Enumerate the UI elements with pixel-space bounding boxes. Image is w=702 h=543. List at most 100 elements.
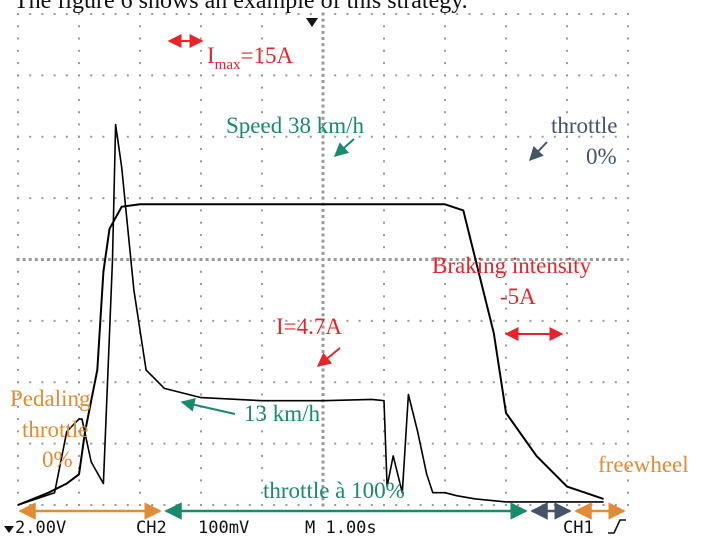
grid-dot	[541, 135, 544, 138]
grid-center-tick	[77, 258, 81, 261]
grid-center-tick	[321, 485, 325, 489]
grid-center-tick	[321, 264, 325, 268]
grid-dot	[456, 74, 459, 77]
grid-dot	[627, 356, 629, 359]
grid-dot	[187, 197, 190, 200]
grid-dot	[431, 504, 434, 506]
throttle-100-label: throttle à 100%	[263, 478, 405, 503]
grid-dot	[517, 319, 520, 322]
grid-dot	[529, 319, 532, 322]
grid-center-tick	[406, 258, 410, 261]
grid-dot	[541, 319, 544, 322]
grid-dot	[17, 184, 19, 187]
grid-dot	[370, 319, 373, 322]
grid-center-tick	[132, 258, 136, 261]
grid-center-tick	[321, 288, 325, 292]
grid-dot	[383, 283, 385, 286]
grid-dot	[151, 13, 154, 15]
grid-dot	[529, 381, 532, 384]
grid-dot	[139, 454, 141, 457]
throttle-0-value: 0%	[586, 144, 617, 169]
grid-center-tick	[467, 258, 471, 261]
grid-dot	[383, 393, 385, 396]
grid-dot	[261, 98, 263, 101]
grid-dot	[529, 197, 532, 200]
grid-dot	[383, 368, 385, 371]
grid-dot	[566, 13, 568, 15]
grid-center-tick	[321, 325, 325, 329]
grid-center-tick	[321, 129, 325, 133]
grid-dot	[139, 123, 141, 126]
grid-dot	[285, 381, 288, 384]
grid-dot	[200, 491, 202, 494]
grid-dot	[200, 307, 202, 310]
grid-dot	[492, 13, 495, 15]
grid-dot	[492, 381, 495, 384]
grid-center-tick	[547, 258, 551, 261]
grid-dot	[627, 418, 629, 421]
grid-dot	[78, 86, 80, 89]
grid-dot	[590, 13, 593, 15]
grid-center-tick	[394, 258, 398, 261]
grid-center-tick	[321, 405, 325, 409]
grid-dot	[383, 86, 385, 89]
grid-dot	[200, 111, 202, 114]
grid-center-tick	[321, 239, 325, 243]
grid-center-tick	[16, 258, 20, 261]
grid-dot	[139, 479, 141, 482]
grid-dot	[200, 479, 202, 482]
grid-dot	[383, 319, 385, 322]
grid-dot	[627, 233, 629, 236]
grid-center-tick	[211, 258, 215, 261]
grid-dot	[297, 442, 300, 445]
grid-dot	[395, 442, 398, 445]
grid-center-tick	[321, 497, 325, 501]
grid-center-tick	[321, 337, 325, 341]
grid-center-tick	[553, 258, 557, 261]
grid-dot	[407, 381, 410, 384]
grid-dot	[444, 467, 446, 470]
grid-dot	[17, 74, 19, 77]
grid-dot	[444, 430, 446, 433]
grid-dot	[17, 270, 19, 273]
grid-dot	[285, 13, 288, 15]
grid-dot	[505, 98, 507, 101]
grid-dot	[78, 405, 80, 408]
grid-dot	[505, 148, 507, 151]
grid-dot	[273, 135, 276, 138]
grid-dot	[17, 13, 19, 15]
grid-center-tick	[321, 258, 325, 261]
grid-center-tick	[321, 411, 325, 415]
grid-center-tick	[602, 258, 606, 261]
grid-dot	[566, 49, 568, 52]
grid-dot	[383, 74, 385, 77]
grid-dot	[78, 270, 80, 273]
grid-dot	[78, 246, 80, 249]
grid-center-tick	[303, 258, 307, 261]
grid-dot	[566, 86, 568, 89]
grid-center-tick	[181, 258, 185, 261]
grid-dot	[590, 74, 593, 77]
grid-dot	[444, 344, 446, 347]
grid-dot	[78, 148, 80, 151]
grid-dot	[444, 49, 446, 52]
grid-dot	[78, 233, 80, 236]
grid-center-tick	[321, 343, 325, 347]
grid-dot	[139, 111, 141, 114]
grid-center-tick	[28, 258, 32, 261]
grid-dot	[200, 233, 202, 236]
grid-center-tick	[321, 460, 325, 464]
grid-dot	[285, 319, 288, 322]
grid-dot	[346, 442, 349, 445]
grid-dot	[17, 307, 19, 310]
grid-dot	[163, 504, 166, 506]
grid-dot	[309, 381, 312, 384]
grid-dot	[78, 209, 80, 212]
grid-center-tick	[492, 258, 496, 261]
grid-dot	[78, 49, 80, 52]
grid-dot	[248, 504, 251, 506]
grid-center-tick	[321, 294, 325, 298]
grid-dot	[578, 381, 581, 384]
grid-dot	[261, 467, 263, 470]
grid-dot	[29, 504, 32, 506]
